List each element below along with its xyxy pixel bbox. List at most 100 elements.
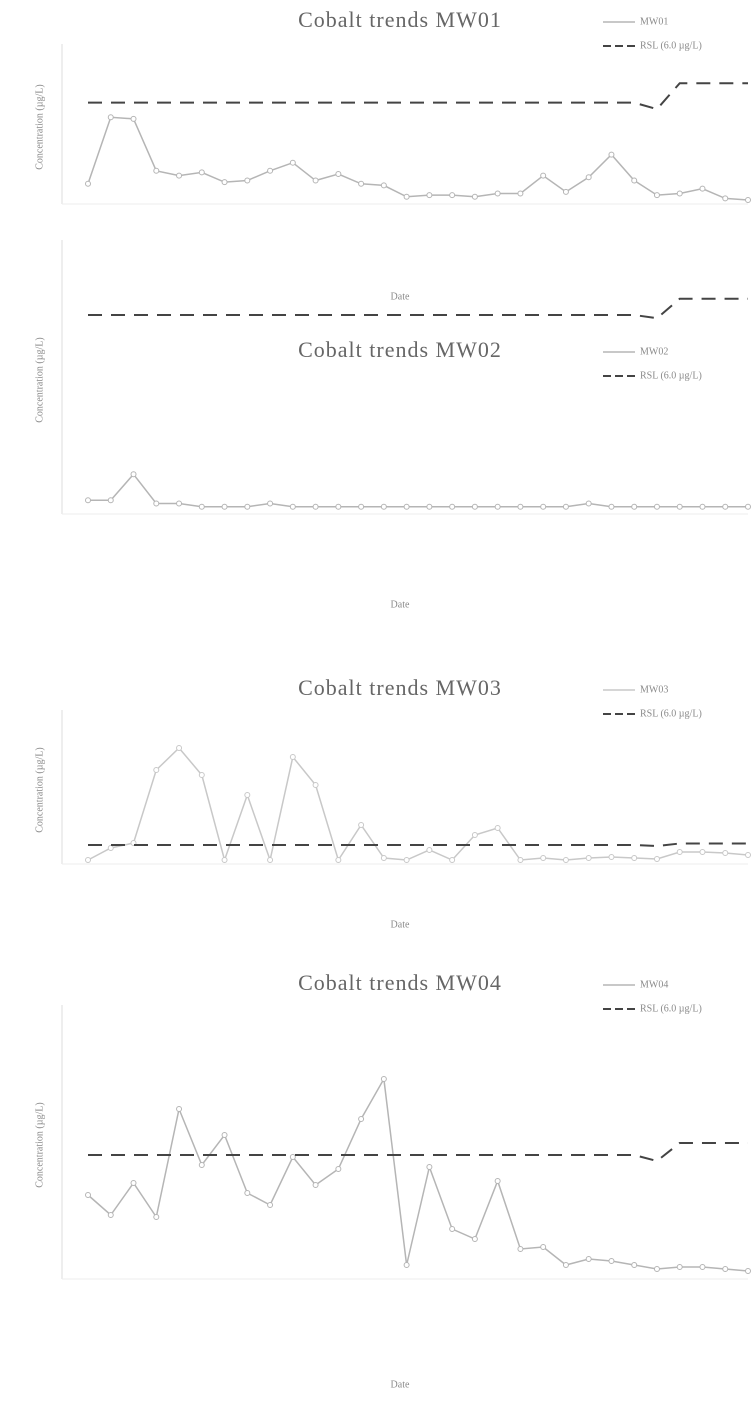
data-point [153, 500, 160, 507]
data-line [87, 1076, 749, 1272]
data-line [87, 116, 749, 201]
data-point [517, 857, 524, 863]
y-axis-label: Concentration (µg/L) [34, 84, 45, 169]
data-point [471, 1236, 478, 1242]
data-point [153, 1214, 160, 1220]
data-point [198, 1162, 205, 1168]
data-point [198, 503, 205, 510]
data-point [380, 503, 387, 510]
chart: Cobalt trends MW01 Concentration (µg/L) Da… [34, 7, 751, 302]
data-point [335, 1166, 342, 1172]
legend-label: MW01 [640, 16, 668, 27]
data-point [176, 500, 183, 507]
data-point [494, 503, 501, 510]
data-point [335, 857, 342, 863]
data-point [358, 1116, 365, 1122]
data-point [517, 1246, 524, 1252]
data-point [745, 1268, 751, 1274]
data-point [722, 850, 729, 856]
y-axis-label: Concentration (µg/L) [34, 747, 45, 832]
data-point [608, 1258, 615, 1264]
reference-line [88, 297, 748, 320]
data-point [153, 167, 160, 174]
chart-title: Cobalt trends MW04 [298, 970, 502, 995]
data-point [517, 190, 524, 197]
data-point [699, 1264, 706, 1270]
data-point [722, 503, 729, 510]
data-point [107, 1212, 114, 1218]
data-point [289, 754, 296, 760]
data-point [198, 169, 205, 176]
data-point [745, 503, 751, 510]
data-point [494, 190, 501, 197]
data-point [449, 857, 456, 863]
data-point [221, 179, 228, 186]
legend-label: RSL (6.0 µg/L) [640, 1003, 702, 1014]
data-point [608, 854, 615, 860]
data-point [267, 167, 274, 174]
data-point [403, 503, 410, 510]
data-point [426, 1164, 433, 1170]
data-point [244, 177, 251, 184]
legend-label: RSL (6.0 µg/L) [640, 40, 702, 51]
chart: Cobalt trends MW02 Concentration (µg/L) Da… [34, 240, 751, 610]
data-point [289, 503, 296, 510]
data-point [722, 195, 729, 202]
x-axis-label: Date [391, 291, 410, 302]
data-point [107, 114, 114, 121]
data-point [312, 177, 319, 184]
data-point [107, 497, 114, 504]
data-point [585, 174, 592, 181]
data-point [198, 772, 205, 778]
data-point [449, 503, 456, 510]
data-point [540, 503, 547, 510]
y-axis-label: Concentration (µg/L) [34, 337, 45, 422]
data-point [676, 1264, 683, 1270]
data-point [153, 767, 160, 773]
data-point [85, 1192, 91, 1198]
data-point [289, 159, 296, 166]
data-point [130, 115, 137, 122]
data-point [358, 180, 365, 187]
data-point [335, 503, 342, 510]
data-point [631, 503, 638, 510]
data-point [358, 503, 365, 510]
data-point [608, 503, 615, 510]
data-point [426, 192, 433, 199]
chart: Cobalt trends MW04 Concentration (µg/L) Da… [34, 970, 751, 1390]
x-axis-label: Date [391, 919, 410, 930]
data-point [403, 857, 410, 863]
data-point [699, 185, 706, 192]
data-point [676, 190, 683, 197]
chart-title: Cobalt trends MW01 [298, 7, 502, 32]
data-point [130, 471, 137, 478]
data-point [221, 857, 228, 863]
data-point [631, 177, 638, 184]
data-point [380, 855, 387, 861]
data-point [540, 1244, 547, 1250]
data-point [562, 188, 569, 195]
data-point [312, 503, 319, 510]
data-point [176, 172, 183, 179]
data-point [221, 503, 228, 510]
data-point [449, 192, 456, 199]
data-point [653, 192, 660, 199]
data-point [540, 855, 547, 861]
reference-line [88, 1142, 748, 1163]
data-point [631, 1262, 638, 1268]
data-point [562, 503, 569, 510]
data-line [88, 473, 748, 508]
data-point [722, 1266, 729, 1272]
data-point [585, 1256, 592, 1262]
chart-title: Cobalt trends MW02 [298, 337, 502, 362]
data-point [176, 745, 183, 751]
data-point [176, 1106, 183, 1112]
data-point [289, 1154, 296, 1160]
data-point [244, 792, 251, 798]
x-axis-label: Date [391, 599, 410, 610]
chart: Cobalt trends MW03 Concentration (µg/L) Da… [34, 675, 751, 930]
legend-label: MW02 [640, 346, 668, 357]
data-point [562, 1262, 569, 1268]
data-point [653, 1266, 660, 1272]
